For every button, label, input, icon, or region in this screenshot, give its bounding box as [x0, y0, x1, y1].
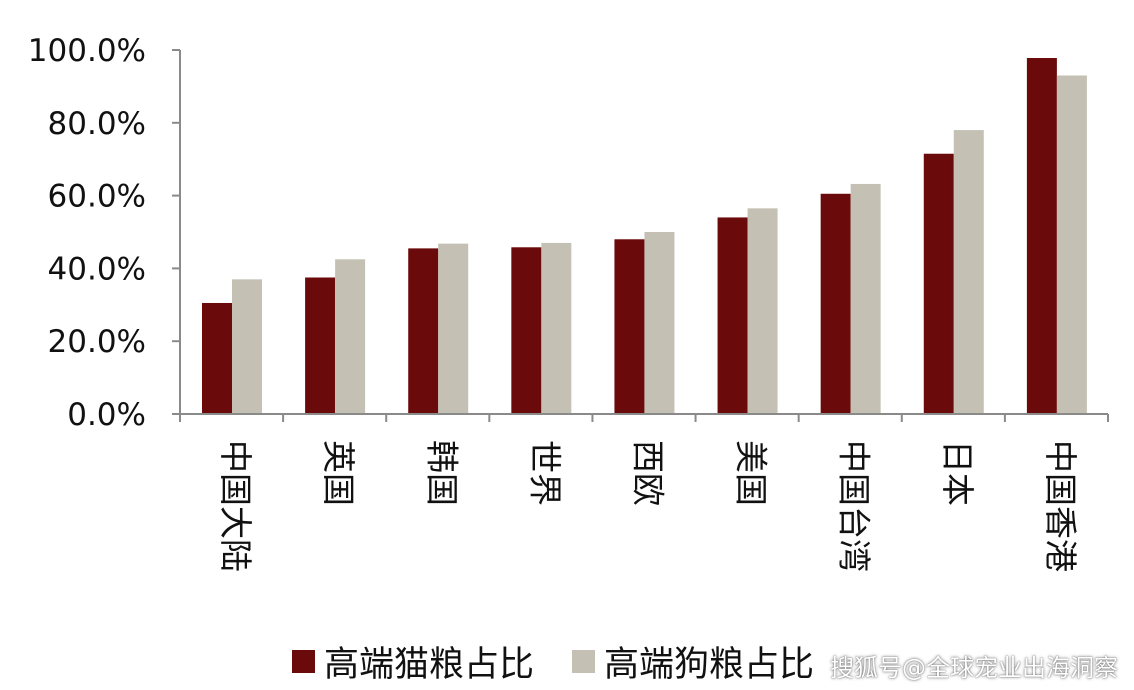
bar-s1-7: [953, 130, 984, 414]
x-category-label-6: 中国台湾: [835, 440, 874, 572]
bar-s0-1: [305, 277, 336, 414]
watermark: 搜狐号@全球宠业出海洞察: [830, 654, 1118, 682]
bar-s0-3: [511, 247, 542, 414]
y-tick-label-3: 60.0%: [48, 179, 146, 215]
y-tick-label-2: 40.0%: [48, 251, 146, 287]
legend-swatch-cat: [292, 649, 315, 673]
legend-label-cat: 高端猫粮占比: [324, 644, 535, 685]
bar-s1-0: [232, 279, 262, 414]
legend-label-dog: 高端狗粮占比: [604, 644, 815, 685]
x-category-label-7: 日本: [938, 440, 977, 506]
bar-s1-6: [850, 183, 881, 414]
bar-s1-1: [335, 259, 366, 414]
y-tick-label-1: 20.0%: [48, 324, 146, 360]
y-tick-label-5: 100.0%: [28, 33, 146, 69]
bar-s0-6: [820, 193, 851, 414]
bar-s0-0: [202, 302, 232, 414]
legend: 高端猫粮占比 高端狗粮占比: [292, 636, 852, 687]
x-category-label-1: 英国: [319, 440, 358, 506]
x-category-label-4: 西欧: [629, 440, 668, 506]
x-category-label-8: 中国香港: [1041, 440, 1080, 572]
bar-s1-5: [747, 208, 778, 414]
legend-item-cat: 高端猫粮占比: [292, 636, 534, 687]
x-category-label-3: 世界: [525, 440, 564, 506]
bar-s0-5: [717, 217, 748, 414]
x-category-label-0: 中国大陆: [216, 440, 255, 572]
bar-s0-4: [614, 239, 645, 414]
bar-chart: 0.0% 20.0% 40.0% 60.0% 80.0% 100.0% 中国大陆 英国 韩国世…: [28, 33, 1109, 572]
bar-s0-7: [923, 153, 954, 415]
bar-s1-2: [438, 243, 469, 414]
bar-s1-8: [1056, 75, 1087, 414]
bar-s0-8: [1026, 58, 1057, 415]
legend-item-dog: 高端狗粮占比: [572, 636, 814, 687]
y-tick-label-0: 0.0%: [67, 397, 146, 433]
x-category-label-2: 韩国: [422, 440, 461, 506]
bar-s1-4: [644, 232, 675, 414]
y-tick-label-4: 80.0%: [48, 106, 146, 142]
x-category-label-5: 美国: [732, 440, 771, 506]
bar-s1-3: [541, 242, 572, 414]
bar-s0-2: [408, 248, 439, 414]
legend-swatch-dog: [572, 649, 596, 673]
